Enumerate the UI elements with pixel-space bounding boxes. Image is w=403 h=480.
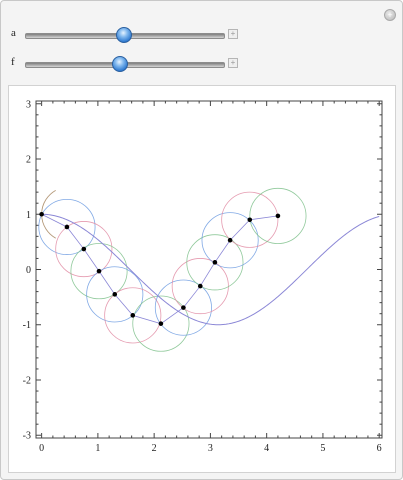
trace-circle <box>186 234 244 291</box>
chain-point <box>197 283 203 289</box>
chain-point <box>227 237 233 243</box>
slider-f-row: f + <box>1 54 403 74</box>
plus-circle-icon[interactable]: + <box>384 9 396 21</box>
slider-a-thumb[interactable] <box>116 27 132 43</box>
chain-point <box>130 313 136 318</box>
chain-point <box>81 246 87 252</box>
chain-point <box>212 260 218 265</box>
plot-svg: 0 1 2 3 4 5 6 -3 -2 -1 0 1 2 3 <box>23 99 383 454</box>
trace-circle <box>171 258 229 315</box>
chain-point <box>64 224 70 230</box>
trace-circle <box>55 221 113 278</box>
chain-point <box>96 268 102 274</box>
x-tick-label: 3 <box>208 443 213 454</box>
y-tick-label: 3 <box>26 99 31 110</box>
y-tick-label: 1 <box>26 210 31 221</box>
slider-a-row: a + <box>1 25 403 45</box>
plus-box-icon[interactable]: + <box>228 29 238 39</box>
plot-box <box>35 100 383 439</box>
cosine-curve <box>41 213 380 326</box>
chain-point <box>181 305 186 310</box>
y-tick-label: -1 <box>23 320 31 331</box>
y-tick-label: -3 <box>23 431 31 442</box>
chain-point <box>247 217 253 223</box>
x-tick-label: 2 <box>152 443 157 454</box>
trace-circle <box>86 266 144 323</box>
plot-frame: 0 1 2 3 4 5 6 -3 -2 -1 0 1 2 3 <box>8 85 396 473</box>
chain-point <box>275 213 281 219</box>
x-tick-label: 0 <box>39 443 44 454</box>
trace-circle <box>201 212 259 269</box>
chain-point <box>39 211 44 217</box>
trace-circle <box>154 279 212 336</box>
trace-circle <box>38 198 96 255</box>
trace-circle <box>221 191 279 248</box>
x-tick-label: 1 <box>95 443 100 454</box>
trace-circle <box>70 243 128 300</box>
x-tick-label: 6 <box>377 443 382 454</box>
chain-point <box>112 292 118 297</box>
trace-circle <box>132 295 190 352</box>
y-tick-label: 2 <box>26 155 31 166</box>
trace-circle <box>249 187 307 244</box>
plus-box-icon[interactable]: + <box>228 58 238 68</box>
slider-f-label: f <box>11 56 15 68</box>
trace-circle <box>104 287 162 344</box>
x-tick-label: 4 <box>264 443 269 454</box>
slider-a-label: a <box>11 27 16 39</box>
slider-f-thumb[interactable] <box>112 56 129 72</box>
y-tick-label: 0 <box>26 265 31 276</box>
y-tick-label: -2 <box>23 375 31 386</box>
x-tick-label: 5 <box>320 443 325 454</box>
chain-point <box>158 321 164 326</box>
